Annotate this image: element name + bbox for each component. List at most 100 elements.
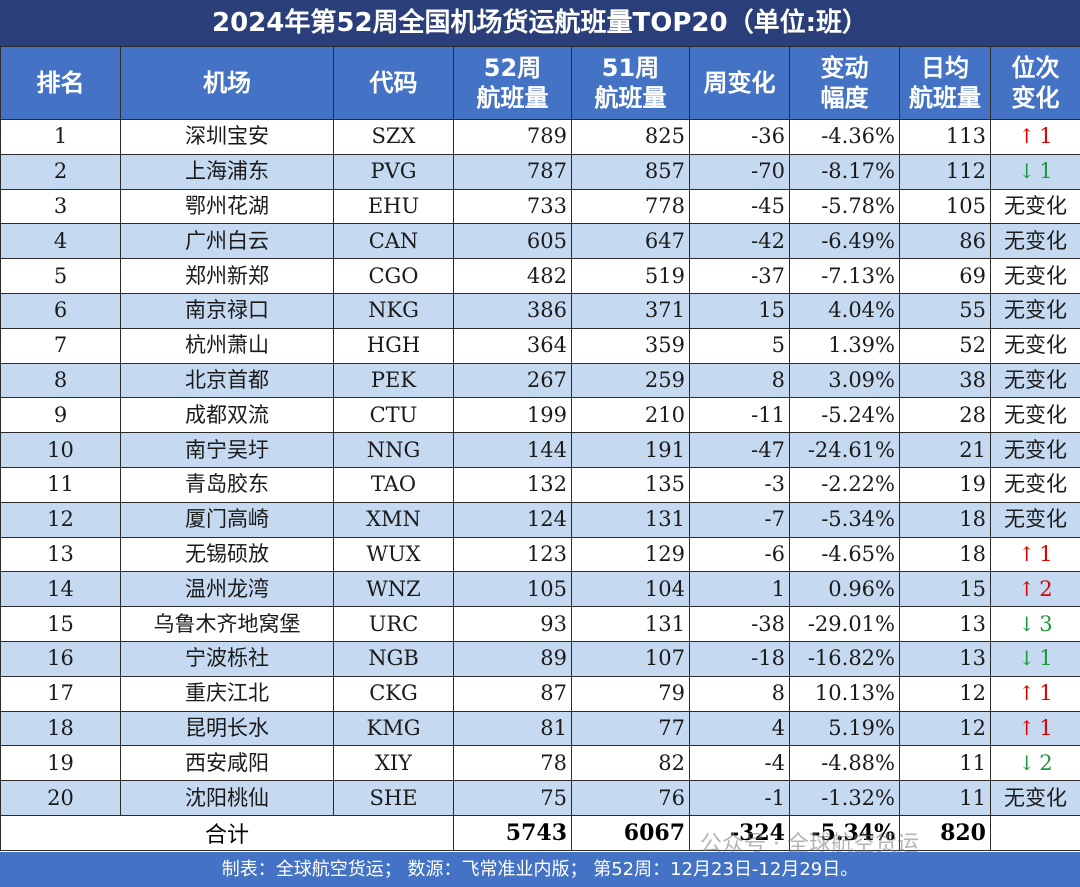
daily-avg-cell: 19 bbox=[899, 466, 991, 503]
rank-cell: 20 bbox=[0, 780, 121, 816]
week51-cell: 825 bbox=[571, 119, 690, 155]
total-row: 合计 5743 6067 -324 -5.34% 820 bbox=[0, 814, 1080, 851]
header-daily-avg-line2: 航班量 bbox=[909, 84, 981, 112]
change-pct-cell: -16.82% bbox=[789, 640, 900, 677]
daily-avg-cell: 52 bbox=[899, 327, 991, 364]
daily-avg-cell: 12 bbox=[899, 675, 991, 712]
rank-cell: 2 bbox=[0, 153, 121, 190]
week51-cell: 857 bbox=[571, 153, 690, 190]
table-row: 7 杭州萧山 HGH 364 359 5 1.39% 52 无变化 bbox=[0, 327, 1080, 364]
rank-cell: 4 bbox=[0, 223, 121, 260]
total-change-pct: -5.34% bbox=[789, 814, 900, 851]
airport-cell: 上海浦东 bbox=[120, 153, 334, 190]
source-footer: 制表：全球航空货运； 数源：飞常准业内版； 第52周：12月23日-12月29日… bbox=[0, 852, 1080, 887]
change-pct-cell: -5.24% bbox=[789, 397, 900, 434]
change-pct-cell: -8.17% bbox=[789, 153, 900, 190]
table-body: 1 深圳宝安 SZX 789 825 -36 -4.36% 113 ↑ 1 2 上海浦东 PVG 787 8… bbox=[0, 119, 1080, 816]
week52-cell: 132 bbox=[453, 466, 572, 503]
daily-avg-cell: 112 bbox=[899, 153, 991, 190]
arrow-down-icon: ↓ bbox=[1018, 611, 1036, 636]
header-daily-avg-line1: 日均 bbox=[921, 54, 969, 82]
week52-cell: 75 bbox=[453, 780, 572, 816]
rank-cell: 16 bbox=[0, 640, 121, 677]
week52-cell: 733 bbox=[453, 188, 572, 225]
daily-avg-cell: 69 bbox=[899, 258, 991, 294]
position-change-cell: ↓ 3 bbox=[990, 606, 1080, 642]
weekly-change-cell: -6 bbox=[689, 536, 790, 573]
change-pct-cell: -4.88% bbox=[789, 745, 900, 782]
week52-cell: 605 bbox=[453, 223, 572, 260]
code-cell: CAN bbox=[333, 223, 454, 260]
total-position-change bbox=[990, 814, 1080, 851]
airport-cell: 成都双流 bbox=[120, 397, 334, 434]
weekly-change-cell: -7 bbox=[689, 501, 790, 538]
no-change-label: 无变化 bbox=[1004, 228, 1067, 253]
no-change-label: 无变化 bbox=[1004, 333, 1067, 358]
code-cell: NKG bbox=[333, 292, 454, 329]
week52-cell: 364 bbox=[453, 327, 572, 364]
daily-avg-cell: 13 bbox=[899, 640, 991, 677]
code-cell: NNG bbox=[333, 432, 454, 468]
header-daily-avg: 日均 航班量 bbox=[899, 46, 991, 120]
airport-cell: 西安咸阳 bbox=[120, 745, 334, 782]
table-row: 3 鄂州花湖 EHU 733 778 -45 -5.78% 105 无变化 bbox=[0, 188, 1080, 225]
daily-avg-cell: 55 bbox=[899, 292, 991, 329]
code-cell: XIY bbox=[333, 745, 454, 782]
total-week52: 5743 bbox=[453, 814, 572, 851]
rank-cell: 14 bbox=[0, 571, 121, 608]
airport-cell: 厦门高崎 bbox=[120, 501, 334, 538]
arrow-down-icon: ↓ bbox=[1018, 750, 1036, 775]
week51-cell: 107 bbox=[571, 640, 690, 677]
rank-cell: 18 bbox=[0, 710, 121, 747]
header-change-pct-line1: 变动 bbox=[820, 54, 869, 82]
position-change-value: 2 bbox=[1039, 750, 1053, 775]
week52-cell: 89 bbox=[453, 640, 572, 677]
table-row: 14 温州龙湾 WNZ 105 104 1 0.96% 15 ↑ 2 bbox=[0, 571, 1080, 608]
header-week51: 51周 航班量 bbox=[571, 46, 690, 120]
position-change-cell: 无变化 bbox=[990, 362, 1080, 399]
airport-cell: 重庆江北 bbox=[120, 675, 334, 712]
no-change-label: 无变化 bbox=[1004, 263, 1067, 288]
week52-cell: 386 bbox=[453, 292, 572, 329]
daily-avg-cell: 38 bbox=[899, 362, 991, 399]
code-cell: NGB bbox=[333, 640, 454, 677]
code-cell: CKG bbox=[333, 675, 454, 712]
week52-cell: 267 bbox=[453, 362, 572, 399]
week51-cell: 129 bbox=[571, 536, 690, 573]
daily-avg-cell: 15 bbox=[899, 571, 991, 608]
table-row: 6 南京禄口 NKG 386 371 15 4.04% 55 无变化 bbox=[0, 292, 1080, 329]
code-cell: SZX bbox=[333, 119, 454, 155]
airport-cell: 无锡硕放 bbox=[120, 536, 334, 573]
header-row: 排名 机场 代码 52周 航班量 51周 航班量 周变化 变动 幅度 日均 航班量 位次… bbox=[0, 46, 1080, 120]
header-week52: 52周 航班量 bbox=[453, 46, 572, 120]
change-pct-cell: 5.19% bbox=[789, 710, 900, 747]
rank-cell: 5 bbox=[0, 258, 121, 294]
week52-cell: 124 bbox=[453, 501, 572, 538]
arrow-down-icon: ↓ bbox=[1018, 159, 1036, 184]
position-change-cell: 无变化 bbox=[990, 327, 1080, 364]
header-weekly-change: 周变化 bbox=[689, 46, 790, 120]
daily-avg-cell: 11 bbox=[899, 745, 991, 782]
no-change-label: 无变化 bbox=[1004, 507, 1067, 532]
position-change-cell: 无变化 bbox=[990, 223, 1080, 260]
header-week51-line2: 航班量 bbox=[594, 84, 667, 112]
weekly-change-cell: -1 bbox=[689, 780, 790, 816]
code-cell: PVG bbox=[333, 153, 454, 190]
arrow-up-icon: ↑ bbox=[1018, 541, 1036, 566]
week51-cell: 191 bbox=[571, 432, 690, 468]
position-change-cell: ↑ 1 bbox=[990, 119, 1080, 155]
position-change-value: 1 bbox=[1039, 715, 1053, 740]
week52-cell: 93 bbox=[453, 606, 572, 642]
table-row: 15 乌鲁木齐地窝堡 URC 93 131 -38 -29.01% 13 ↓ 3 bbox=[0, 606, 1080, 642]
code-cell: CTU bbox=[333, 397, 454, 434]
weekly-change-cell: -3 bbox=[689, 466, 790, 503]
week52-cell: 787 bbox=[453, 153, 572, 190]
code-cell: PEK bbox=[333, 362, 454, 399]
code-cell: WNZ bbox=[333, 571, 454, 608]
daily-avg-cell: 28 bbox=[899, 397, 991, 434]
rank-cell: 10 bbox=[0, 432, 121, 468]
position-change-cell: 无变化 bbox=[990, 432, 1080, 468]
airport-cell: 温州龙湾 bbox=[120, 571, 334, 608]
weekly-change-cell: -36 bbox=[689, 119, 790, 155]
